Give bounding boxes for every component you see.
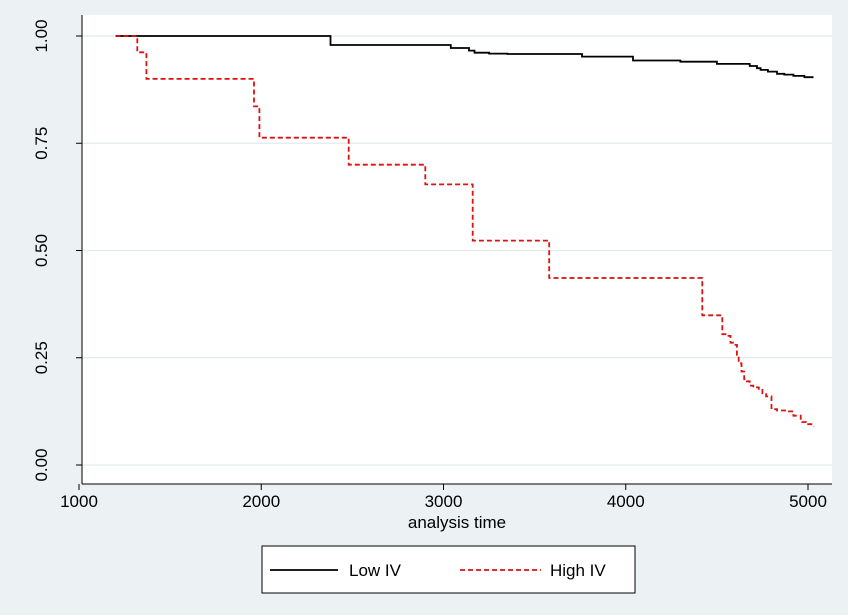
gridlines — [82, 35, 832, 466]
x-ticks: 1000 2000 3000 4000 5000 — [60, 484, 827, 511]
y-ticks: 0.00 0.25 0.50 0.75 1.00 — [32, 19, 82, 482]
y-tick-label-0: 0.00 — [32, 448, 51, 481]
legend-label-low-iv: Low IV — [349, 561, 402, 580]
y-tick-label-1: 0.25 — [32, 341, 51, 374]
series-lines — [115, 35, 815, 427]
x-tick-label-4: 5000 — [789, 492, 827, 511]
y-tick-label-2: 0.50 — [32, 234, 51, 267]
series-line-low-iv — [115, 35, 814, 79]
x-tick-label-1: 2000 — [242, 492, 280, 511]
axes — [81, 15, 832, 485]
x-tick-label-3: 4000 — [607, 492, 645, 511]
plot-area — [82, 15, 832, 484]
y-tick-label-3: 0.75 — [32, 127, 51, 160]
y-tick-label-4: 1.00 — [32, 19, 51, 52]
x-tick-label-0: 1000 — [60, 492, 98, 511]
x-axis-title: analysis time — [408, 513, 506, 532]
legend: Low IV High IV — [261, 545, 636, 594]
legend-label-high-iv: High IV — [550, 561, 606, 580]
series-line-high-iv — [115, 35, 815, 427]
x-tick-label-2: 3000 — [425, 492, 463, 511]
